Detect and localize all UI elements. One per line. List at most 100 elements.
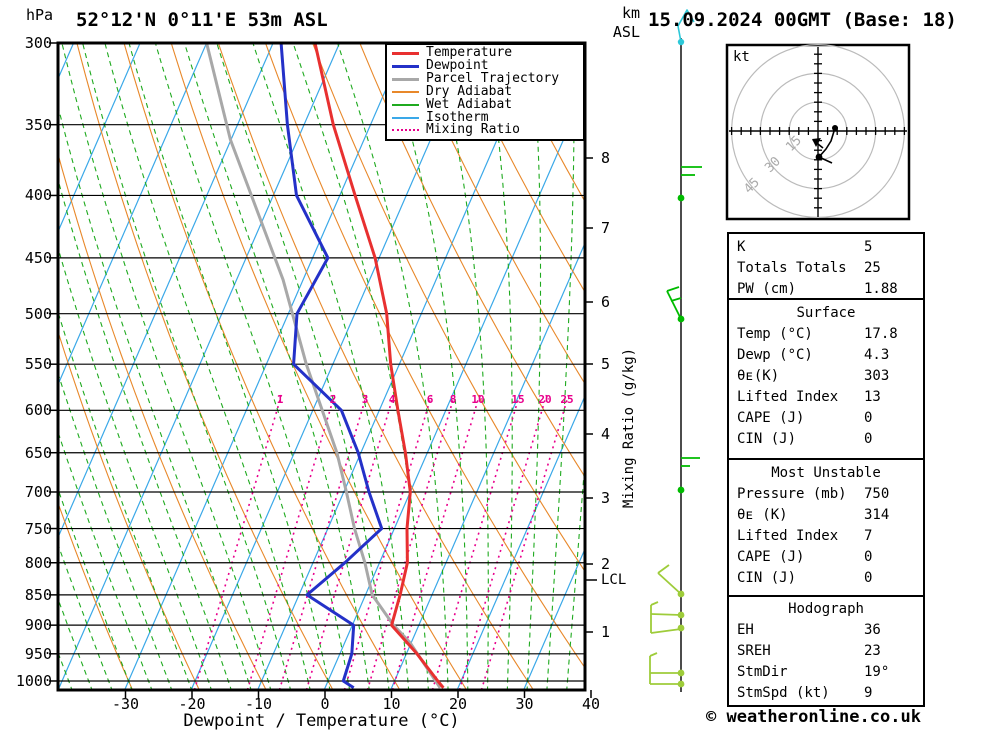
table-row: Lifted Index 7 bbox=[729, 526, 923, 547]
surface-table: Surface Temp (°C) 17.8 Dewp (°C) 4.3 θᴇ(K)… bbox=[727, 298, 925, 460]
legend-item-wet-adiabat: Wet Adiabat bbox=[387, 96, 583, 112]
pressure-tick-label: 300 bbox=[24, 34, 52, 52]
temperature-tick-label: -10 bbox=[244, 695, 273, 713]
mixing-ratio-value-label: 10 bbox=[471, 393, 485, 406]
mixing-ratio-line-swatch bbox=[392, 129, 419, 132]
pressure-tick-label: 750 bbox=[24, 519, 52, 538]
parcel-line-swatch bbox=[392, 77, 419, 81]
table-row: Dewp (°C) 4.3 bbox=[729, 345, 923, 366]
table-row: EH 36 bbox=[729, 620, 923, 641]
legend-item-parcel: Parcel Trajectory bbox=[387, 71, 583, 87]
row-value: 0 bbox=[864, 570, 873, 586]
copyright-text: © weatheronline.co.uk bbox=[706, 707, 921, 727]
legend-label: Temperature bbox=[426, 45, 513, 61]
row-label: Temp (°C) bbox=[737, 326, 813, 342]
legend-label: Parcel Trajectory bbox=[426, 71, 560, 87]
dewpoint-line-swatch bbox=[392, 64, 419, 68]
row-value: 314 bbox=[864, 507, 890, 523]
temperature-tick-label: 20 bbox=[448, 695, 468, 713]
table-row: StmDir 19° bbox=[729, 662, 923, 683]
row-value: 13 bbox=[864, 389, 881, 405]
pressure-tick-label: 1000 bbox=[15, 671, 52, 690]
legend-item-dewpoint: Dewpoint bbox=[387, 58, 583, 74]
temperature-tick-label: 0 bbox=[320, 695, 330, 713]
datetime-title: 15.09.2024 00GMT (Base: 18) bbox=[648, 9, 957, 31]
row-label: Dewp (°C) bbox=[737, 347, 813, 363]
hodograph-table: Hodograph EH 36 SREH 23 StmDir 19° StmSpd (… bbox=[727, 595, 925, 707]
table-row: θᴇ(K) 303 bbox=[729, 366, 923, 387]
pressure-tick-label: 400 bbox=[24, 186, 52, 205]
pressure-tick-label: 650 bbox=[24, 443, 52, 462]
row-label: θᴇ (K) bbox=[737, 507, 788, 523]
pressure-tick-label: 500 bbox=[24, 304, 52, 323]
mixing-ratio-value-label: 6 bbox=[426, 393, 434, 406]
row-label: K bbox=[737, 239, 746, 255]
row-label: CIN (J) bbox=[737, 431, 797, 447]
table-title: Surface bbox=[796, 305, 856, 321]
row-label: EH bbox=[737, 622, 754, 638]
pressure-tick-label: 800 bbox=[24, 553, 52, 572]
temperature-line-swatch bbox=[392, 51, 419, 55]
km-tick-label: 5 bbox=[601, 355, 611, 373]
pressure-axis-unit: hPa bbox=[26, 6, 54, 24]
row-value: 750 bbox=[864, 486, 890, 502]
table-row: Pressure (mb) 750 bbox=[729, 484, 923, 505]
km-tick-label: 8 bbox=[601, 149, 611, 167]
table-row: CIN (J) 0 bbox=[729, 568, 923, 589]
temperature-tick-label: -20 bbox=[178, 695, 206, 713]
row-value: 17.8 bbox=[864, 326, 898, 342]
row-label: Totals Totals bbox=[737, 260, 847, 276]
row-value: 303 bbox=[864, 368, 890, 384]
table-row: CIN (J) 0 bbox=[729, 429, 923, 450]
legend-box: Temperature Dewpoint Parcel Trajectory D… bbox=[385, 43, 585, 141]
temperature-tick-label: 40 bbox=[581, 695, 601, 713]
dry-adiabat-line-swatch bbox=[392, 90, 419, 93]
mixing-ratio-value-label: 1 bbox=[276, 393, 284, 406]
x-axis-title: Dewpoint / Temperature (°C) bbox=[183, 711, 460, 731]
km-tick-label: 1 bbox=[601, 623, 611, 641]
legend-label: Dewpoint bbox=[426, 58, 489, 74]
legend-label: Dry Adiabat bbox=[426, 83, 513, 99]
legend-item-isotherm: Isotherm bbox=[387, 111, 583, 124]
table-title: Most Unstable bbox=[771, 465, 881, 481]
table-title: Hodograph bbox=[788, 601, 864, 617]
table-row: CAPE (J) 0 bbox=[729, 547, 923, 568]
most-unstable-table: Most Unstable Pressure (mb) 750 θᴇ (K) 314… bbox=[727, 458, 925, 597]
table-row: Totals Totals 25 bbox=[729, 258, 923, 279]
temperature-tick-label: -30 bbox=[111, 695, 140, 713]
row-value: 23 bbox=[864, 643, 881, 659]
table-row: θᴇ (K) 314 bbox=[729, 505, 923, 526]
mixing-ratio-value-label: 4 bbox=[388, 393, 396, 406]
pressure-tick-label: 950 bbox=[24, 644, 52, 663]
row-value: 9 bbox=[864, 685, 873, 701]
km-tick-label: 7 bbox=[601, 219, 611, 237]
legend-label: Wet Adiabat bbox=[426, 96, 513, 112]
table-row: CAPE (J) 0 bbox=[729, 408, 923, 429]
altitude-axis-unit-asl: ASL bbox=[612, 23, 640, 41]
mixing-ratio-value-label: 8 bbox=[449, 393, 457, 406]
row-value: 0 bbox=[864, 410, 873, 426]
station-title: 52°12'N 0°11'E 53m ASL bbox=[76, 9, 328, 31]
row-value: 1.88 bbox=[864, 281, 898, 297]
km-tick-label: 2 bbox=[601, 555, 611, 573]
mixing-ratio-value-label: 3 bbox=[361, 393, 369, 406]
table-row: Temp (°C) 17.8 bbox=[729, 324, 923, 345]
row-label: Lifted Index bbox=[737, 389, 839, 405]
row-label: CIN (J) bbox=[737, 570, 797, 586]
wet-adiabat-line-swatch bbox=[392, 103, 419, 106]
row-value: 25 bbox=[864, 260, 881, 276]
row-value: 19° bbox=[864, 664, 890, 680]
row-label: Pressure (mb) bbox=[737, 486, 847, 502]
isotherm-line-swatch bbox=[392, 116, 419, 119]
pressure-tick-label: 450 bbox=[24, 248, 52, 267]
temperature-tick-label: 30 bbox=[515, 695, 534, 713]
legend-item-dry-adiabat: Dry Adiabat bbox=[387, 83, 583, 99]
pressure-tick-label: 600 bbox=[24, 401, 52, 420]
row-label: θᴇ(K) bbox=[737, 368, 780, 384]
altitude-axis-unit-km: km bbox=[621, 4, 640, 22]
legend-label: Mixing Ratio bbox=[426, 122, 520, 138]
